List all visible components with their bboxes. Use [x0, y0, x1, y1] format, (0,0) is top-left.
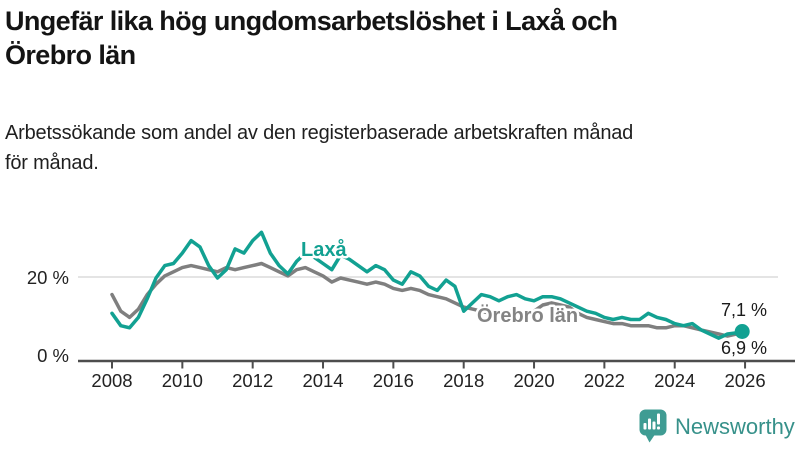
chart-title: Ungefär lika hög ungdomsarbetslöshet i L… — [5, 4, 793, 72]
chart-title-line1: Ungefär lika hög ungdomsarbetslöshet i L… — [5, 6, 618, 36]
y-axis-label-20: 20 % — [27, 267, 69, 288]
logo-bar-chart-glyph — [643, 413, 660, 430]
x-axis-label-2012: 2012 — [232, 370, 273, 391]
x-axis-label-2016: 2016 — [373, 370, 414, 391]
series-label-laxa: Laxå — [301, 238, 347, 261]
chart-subtitle-line1: Arbetssökande som andel av den registerb… — [5, 122, 634, 144]
logo-bubble-tail — [644, 433, 656, 443]
end-point-marker — [734, 324, 750, 339]
x-axis-label-2024: 2024 — [654, 370, 695, 391]
x-axis-label-2022: 2022 — [584, 370, 625, 391]
chart-series-layer: 2008 2010 2012 2014 2016 2018 2020 2022 2024 2026 — [91, 230, 766, 391]
series-label-orebro-lan: Örebro län — [477, 304, 578, 327]
brand-name: Newsworthy — [675, 413, 795, 439]
x-axis-label-2018: 2018 — [443, 370, 484, 391]
series-line-orebro-lan — [110, 261, 744, 338]
chart-header: Ungefär lika hög ungdomsarbetslöshet i L… — [5, 4, 793, 178]
y-axis-label-0: 0 % — [37, 345, 69, 366]
end-value-label-orebro-lan: 6,9 % — [721, 338, 767, 358]
x-axis-label-2010: 2010 — [162, 370, 203, 391]
series-line-laxa — [110, 230, 744, 340]
x-axis-label-2008: 2008 — [91, 370, 132, 391]
newsworthy-logo-icon — [639, 409, 667, 443]
x-axis-label-2020: 2020 — [513, 370, 554, 391]
x-axis-label-2014: 2014 — [302, 370, 343, 391]
chart-subtitle: Arbetssökande som andel av den registerb… — [5, 118, 793, 178]
end-value-label-laxa: 7,1 % — [721, 300, 767, 320]
x-axis-label-2026: 2026 — [724, 370, 765, 391]
brand-footer[interactable]: Newsworthy — [638, 408, 795, 445]
chart-subtitle-line2: för månad. — [5, 152, 99, 174]
chart-title-line2: Örebro län — [5, 40, 136, 70]
